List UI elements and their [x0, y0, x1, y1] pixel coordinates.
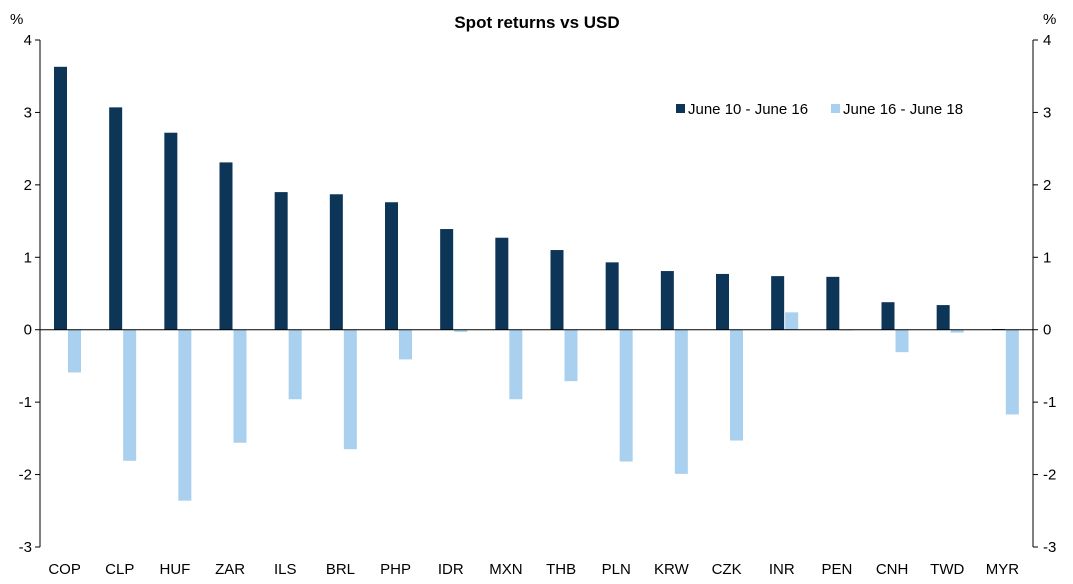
bar-krw-series-2 — [674, 329, 688, 474]
bar-ils-series-2 — [288, 329, 302, 400]
category-label-inr: INR — [769, 561, 795, 578]
bar-mxn-series-2 — [509, 329, 523, 400]
y-tick-right-label: 3 — [1043, 104, 1051, 121]
y-tick-right-label: 2 — [1043, 177, 1051, 194]
y-tick-left-label: -2 — [19, 467, 32, 484]
bar-idr-series-1 — [440, 229, 454, 330]
category-label-cnh: CNH — [876, 561, 909, 578]
chart-title: Spot returns vs USD — [454, 13, 619, 32]
y-axis-left-unit: % — [10, 11, 23, 28]
y-tick-left-label: -1 — [19, 394, 32, 411]
legend-swatch-series-2 — [831, 104, 840, 113]
bar-inr-series-1 — [771, 276, 785, 330]
y-tick-right-label: 1 — [1043, 249, 1051, 266]
bar-pln-series-1 — [605, 262, 619, 330]
bar-brl-series-1 — [329, 194, 343, 330]
category-label-clp: CLP — [105, 561, 134, 578]
category-label-ils: ILS — [274, 561, 297, 578]
category-label-czk: CZK — [712, 561, 742, 578]
bar-php-series-1 — [385, 202, 398, 330]
category-label-zar: ZAR — [215, 561, 245, 578]
category-label-huf: HUF — [160, 561, 191, 578]
category-label-twd: TWD — [930, 561, 964, 578]
y-tick-left-label: 2 — [24, 177, 32, 194]
legend-label-series-1: June 10 - June 16 — [688, 101, 808, 118]
category-labels: COP CLP HUF ZAR ILS BRL PHP IDR MXN THB PLN KRW CZK I… — [48, 561, 1019, 578]
y-tick-right-label: 4 — [1043, 32, 1051, 49]
bar-ils-series-1 — [274, 192, 288, 330]
y-tick-left-label: 0 — [24, 322, 32, 339]
category-label-brl: BRL — [326, 561, 355, 578]
bars-group — [54, 66, 1019, 501]
bar-twd-series-2 — [950, 329, 964, 333]
bar-cnh-series-2 — [895, 329, 909, 353]
bar-clp-series-1 — [109, 107, 123, 330]
y-axis-right-unit: % — [1043, 11, 1056, 28]
y-tick-left-label: 1 — [24, 249, 32, 266]
y-tick-left-label: 3 — [24, 104, 32, 121]
bar-idr-series-2 — [454, 329, 468, 332]
y-tick-left-label: -3 — [19, 539, 32, 556]
bar-brl-series-2 — [343, 329, 357, 450]
bar-cop-series-1 — [54, 66, 67, 330]
y-tick-right-label: -3 — [1043, 539, 1056, 556]
bar-zar-series-2 — [233, 329, 247, 443]
bar-cnh-series-1 — [881, 302, 895, 330]
bar-twd-series-1 — [936, 305, 950, 330]
category-label-cop: COP — [48, 561, 81, 578]
bar-clp-series-2 — [123, 329, 137, 461]
legend-label-series-2: June 16 - June 18 — [843, 101, 963, 118]
category-label-myr: MYR — [986, 561, 1020, 578]
bar-mxn-series-1 — [495, 237, 509, 330]
bar-php-series-2 — [399, 329, 412, 360]
legend-swatch-series-1 — [676, 104, 685, 113]
bar-czk-series-1 — [716, 273, 729, 330]
category-label-pen: PEN — [821, 561, 852, 578]
y-tick-left-label: 4 — [24, 32, 32, 49]
category-label-pln: PLN — [602, 561, 631, 578]
bar-cop-series-2 — [68, 329, 81, 373]
legend: June 10 - June 16 June 16 - June 18 — [676, 101, 963, 118]
bar-thb-series-2 — [564, 329, 578, 382]
bar-huf-series-2 — [178, 329, 192, 501]
bar-pln-series-2 — [619, 329, 633, 462]
y-axis-ticks: -3 -3 -2 -2 -1 -1 0 0 1 1 2 2 3 3 4 4 — [19, 32, 1057, 556]
bar-zar-series-1 — [219, 162, 233, 330]
bar-myr-series-2 — [1005, 329, 1019, 415]
bar-pen-series-1 — [826, 276, 840, 330]
bar-krw-series-1 — [660, 271, 674, 330]
y-tick-right-label: -1 — [1043, 394, 1056, 411]
category-label-php: PHP — [380, 561, 411, 578]
bar-thb-series-1 — [550, 250, 564, 330]
bar-inr-series-2 — [785, 312, 799, 330]
category-label-krw: KRW — [654, 561, 690, 578]
category-label-mxn: MXN — [489, 561, 522, 578]
y-tick-right-label: -2 — [1043, 467, 1056, 484]
category-label-idr: IDR — [438, 561, 464, 578]
category-label-thb: THB — [546, 561, 576, 578]
bar-huf-series-1 — [164, 132, 178, 330]
y-tick-right-label: 0 — [1043, 322, 1051, 339]
bar-czk-series-2 — [730, 329, 743, 441]
